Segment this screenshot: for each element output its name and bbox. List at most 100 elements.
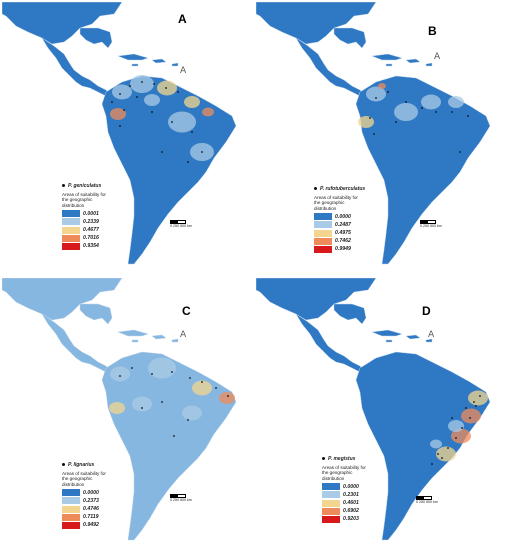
legend-item: 0.2301 [322,491,372,499]
legend-title: Areas of suitability for the geographic … [322,465,366,481]
occurrence-point [131,367,133,369]
legend-item: 0.4746 [62,505,112,513]
legend-item: 0.9354 [62,242,112,250]
legend-item: 0.2339 [62,218,112,226]
suitability-map-d [256,278,491,541]
suitability-map-c [2,278,237,541]
scale-bar: 0 250 500 km [420,220,442,228]
occurrence-point [461,427,463,429]
legend-swatch [62,505,80,513]
legend-swatch [62,489,80,497]
legend-item: 0.2487 [314,221,365,229]
occurrence-point [123,109,125,111]
legend-item: 0.9492 [62,521,112,529]
legend-value: 0.2301 [343,491,359,498]
map-panel-b: B A P. rufotuberculatus Areas of suitabi… [256,2,504,270]
occurrence-point-icon [62,463,65,467]
occurrence-point [215,387,217,389]
legend-title: Areas of suitability for the geographic … [314,195,358,211]
legend-value: 0.4975 [335,230,351,237]
species-name: P. rufotuberculatus [314,186,365,192]
scale-text: 0 250 500 km [170,498,192,502]
legend-item: 0.7119 [62,513,112,521]
scale-text: 0 250 500 km [420,224,442,228]
legend-value: 0.0000 [335,213,351,220]
occurrence-point [161,401,163,403]
legend-swatch [62,210,80,218]
occurrence-point [119,125,121,127]
legend-value: 0.0000 [343,483,359,490]
occurrence-point [165,87,167,89]
occurrence-point [455,437,457,439]
species-name: P. geniculatus [62,183,112,189]
occurrence-point [465,407,467,409]
suitability-map-a [2,2,237,265]
legend-value: 0.2339 [83,218,99,225]
legend-value: 0.9492 [83,522,99,529]
scale-text: 0 250 500 km [416,500,438,504]
legend-item: 0.4975 [314,229,365,237]
scale-bar-graphic [420,220,436,224]
legend-swatch [322,515,340,523]
legend-value: 0.9203 [343,516,359,523]
occurrence-point [119,375,121,377]
north-arrow-icon: A [434,52,441,62]
legend-item: 0.2373 [62,497,112,505]
legend-swatch [322,499,340,507]
occurrence-point [431,463,433,465]
occurrence-point [469,417,471,419]
occurrence-point [171,371,173,373]
legend-swatch [314,237,332,245]
scale-text: 0 250 500 km [170,224,192,228]
occurrence-point [435,111,437,113]
legend-value: 0.7119 [83,514,99,521]
occurrence-point [151,111,153,113]
suitability-map-b [256,2,491,265]
legend-swatch [314,245,332,253]
legend-value: 0.4746 [83,506,99,513]
panel-label: B [428,24,437,38]
occurrence-point-icon [314,187,317,191]
north-arrow-icon: A [180,330,187,340]
map-panel-d: D A P. megistus Areas of suitability for… [256,278,504,546]
occurrence-point [201,381,203,383]
legend-swatch [322,507,340,515]
occurrence-point [201,151,203,153]
legend-value: 0.7016 [83,235,99,242]
legend-item: 0.0000 [322,483,372,491]
occurrence-point [395,121,397,123]
legend: P. rufotuberculatus Areas of suitability… [314,186,365,254]
occurrence-point [141,407,143,409]
occurrence-point [373,133,375,135]
occurrence-point [473,401,475,403]
legend-swatch [314,213,332,221]
legend-swatch [314,221,332,229]
occurrence-point [161,151,163,153]
occurrence-point [421,107,423,109]
legend-item: 0.9949 [314,245,365,253]
occurrence-point [437,453,439,455]
occurrence-point [187,419,189,421]
occurrence-point [151,373,153,375]
occurrence-point [189,377,191,379]
legend-swatch [322,483,340,491]
occurrence-point [111,101,113,103]
scale-bar-graphic [170,494,186,498]
legend-value: 0.2487 [335,221,351,228]
legend-item: 0.4601 [322,499,372,507]
legend-swatch [62,242,80,250]
occurrence-point [441,457,443,459]
occurrence-point [451,417,453,419]
legend-title: Areas of suitability for the geographic … [62,471,106,487]
occurrence-point [387,91,389,93]
species-label: P. geniculatus [68,183,102,189]
legend-swatch [62,226,80,234]
north-arrow-icon: A [428,330,435,340]
scale-bar-graphic [170,220,186,224]
legend-value: 0.7462 [335,238,351,245]
legend-value: 0.9949 [335,246,351,253]
occurrence-point [479,395,481,397]
species-name: P. megistus [322,456,372,462]
occurrence-point [467,115,469,117]
occurrence-point [171,121,173,123]
